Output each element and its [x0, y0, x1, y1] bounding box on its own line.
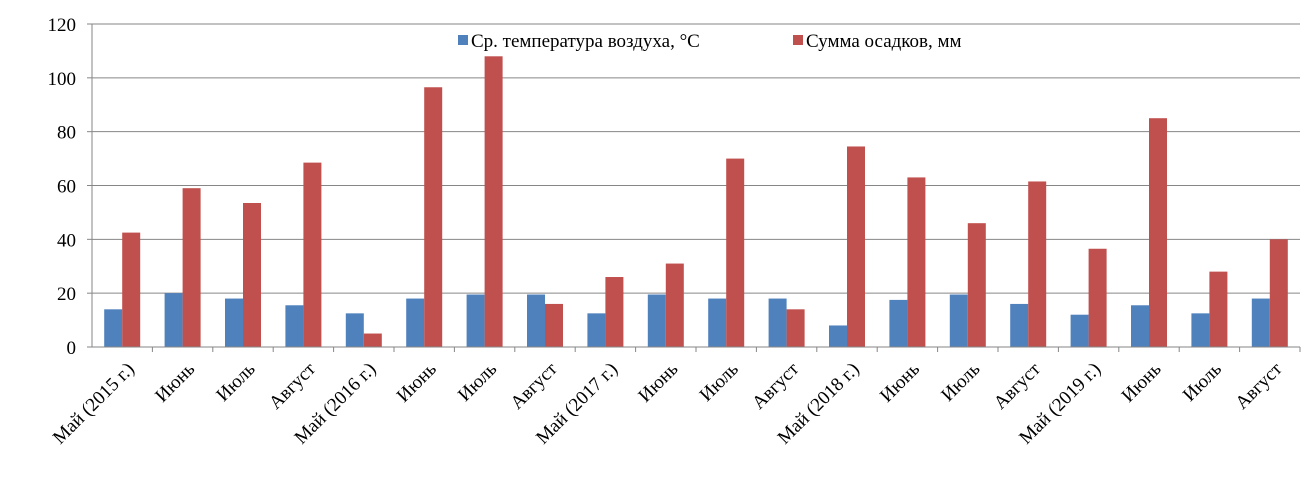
x-tick-label: Июнь [1118, 358, 1166, 406]
y-tick-label: 20 [57, 284, 76, 305]
bar [303, 162, 322, 347]
y-tick-label: 60 [57, 177, 76, 198]
bar [527, 294, 545, 347]
x-tick-label: Июль [1179, 359, 1226, 406]
bar [285, 305, 304, 347]
bar [605, 277, 624, 347]
bar [182, 188, 201, 347]
bar [345, 313, 364, 347]
bar [1028, 181, 1047, 347]
bar [363, 333, 382, 347]
bar [484, 56, 503, 348]
bar [647, 294, 666, 347]
legend-label: Сумма осадков, мм [806, 31, 962, 52]
legend-swatch [793, 35, 803, 45]
bar [1131, 305, 1149, 347]
x-tick-label: Август [990, 358, 1045, 413]
bar [829, 325, 847, 347]
bar [243, 202, 261, 347]
bar [466, 294, 485, 347]
bar [708, 298, 727, 347]
y-tick-label: 100 [48, 69, 77, 90]
bar [768, 298, 787, 347]
x-tick-label: Июнь [634, 358, 682, 406]
bar [907, 177, 926, 347]
bar [1088, 248, 1107, 347]
y-tick-label: 40 [57, 230, 76, 251]
bar [665, 263, 684, 347]
bar [847, 146, 865, 347]
x-tick-label: Август [748, 358, 803, 413]
bar [1269, 239, 1288, 347]
bar [1070, 314, 1089, 347]
bar [424, 87, 443, 348]
bar [1251, 298, 1270, 347]
x-tick-label: Июнь [393, 358, 441, 406]
bar [225, 298, 243, 347]
y-tick-label: 120 [48, 15, 77, 36]
legend-label: Ср. температура воздуха, °С [471, 31, 700, 52]
bar [104, 309, 123, 347]
bar [1191, 313, 1210, 347]
bar [949, 294, 968, 347]
x-tick-label: Август [1231, 358, 1286, 413]
x-tick-label: Июль [212, 359, 259, 406]
x-tick-label: Август [507, 358, 562, 413]
x-tick-label: Июнь [876, 358, 924, 406]
x-tick-label: Июль [937, 359, 984, 406]
bar [1010, 303, 1029, 347]
bar [406, 298, 425, 347]
bar [164, 293, 183, 347]
bar [545, 303, 563, 347]
bar [889, 299, 908, 347]
x-tick-label: Июнь [151, 358, 199, 406]
bar [967, 223, 986, 347]
bar [726, 158, 745, 347]
bar [587, 313, 606, 347]
bar [1149, 118, 1167, 347]
y-tick-label: 0 [67, 338, 77, 359]
x-tick-label: Июль [454, 359, 501, 406]
bar [122, 232, 141, 347]
bar [1209, 271, 1228, 347]
x-tick-label: Май (2015 г.) [49, 359, 139, 449]
bar [786, 309, 805, 347]
x-tick-label: Июль [696, 359, 743, 406]
y-tick-label: 80 [57, 123, 76, 144]
legend-swatch [458, 35, 468, 45]
x-tick-label: Август [265, 358, 320, 413]
